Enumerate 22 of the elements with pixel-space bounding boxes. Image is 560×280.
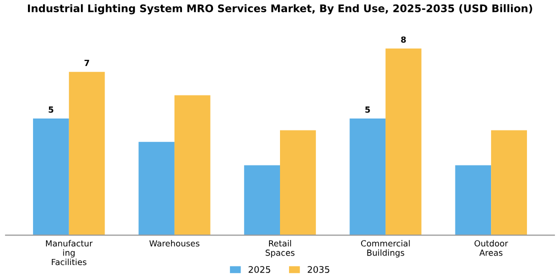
x-tick-label: Commercial Buildings <box>361 240 410 258</box>
x-tick-label: Warehouses <box>149 240 200 247</box>
legend-label: 2035 <box>308 266 330 273</box>
bar <box>455 165 492 236</box>
x-tick-label: Retail Spaces <box>266 240 294 258</box>
bar <box>174 95 210 236</box>
bar <box>68 72 105 236</box>
bar <box>138 142 174 236</box>
chart-title: Industrial Lighting System MRO Services Market, By End Use, 2025-2035 (USD Billion) <box>28 4 532 14</box>
data-label: 5 <box>48 106 54 113</box>
legend-label: 2025 <box>248 266 270 273</box>
data-label: 8 <box>401 36 406 43</box>
bar <box>280 130 316 236</box>
data-label: 7 <box>84 60 90 66</box>
x-tick-label: Outdoor Areas <box>474 240 508 256</box>
bar <box>33 118 69 236</box>
bar <box>244 165 280 236</box>
x-tick-label: Manufactur ing Facilities <box>46 240 93 266</box>
bar <box>491 130 527 236</box>
bar <box>386 48 422 236</box>
data-label: 5 <box>365 106 370 113</box>
bar <box>350 118 386 236</box>
